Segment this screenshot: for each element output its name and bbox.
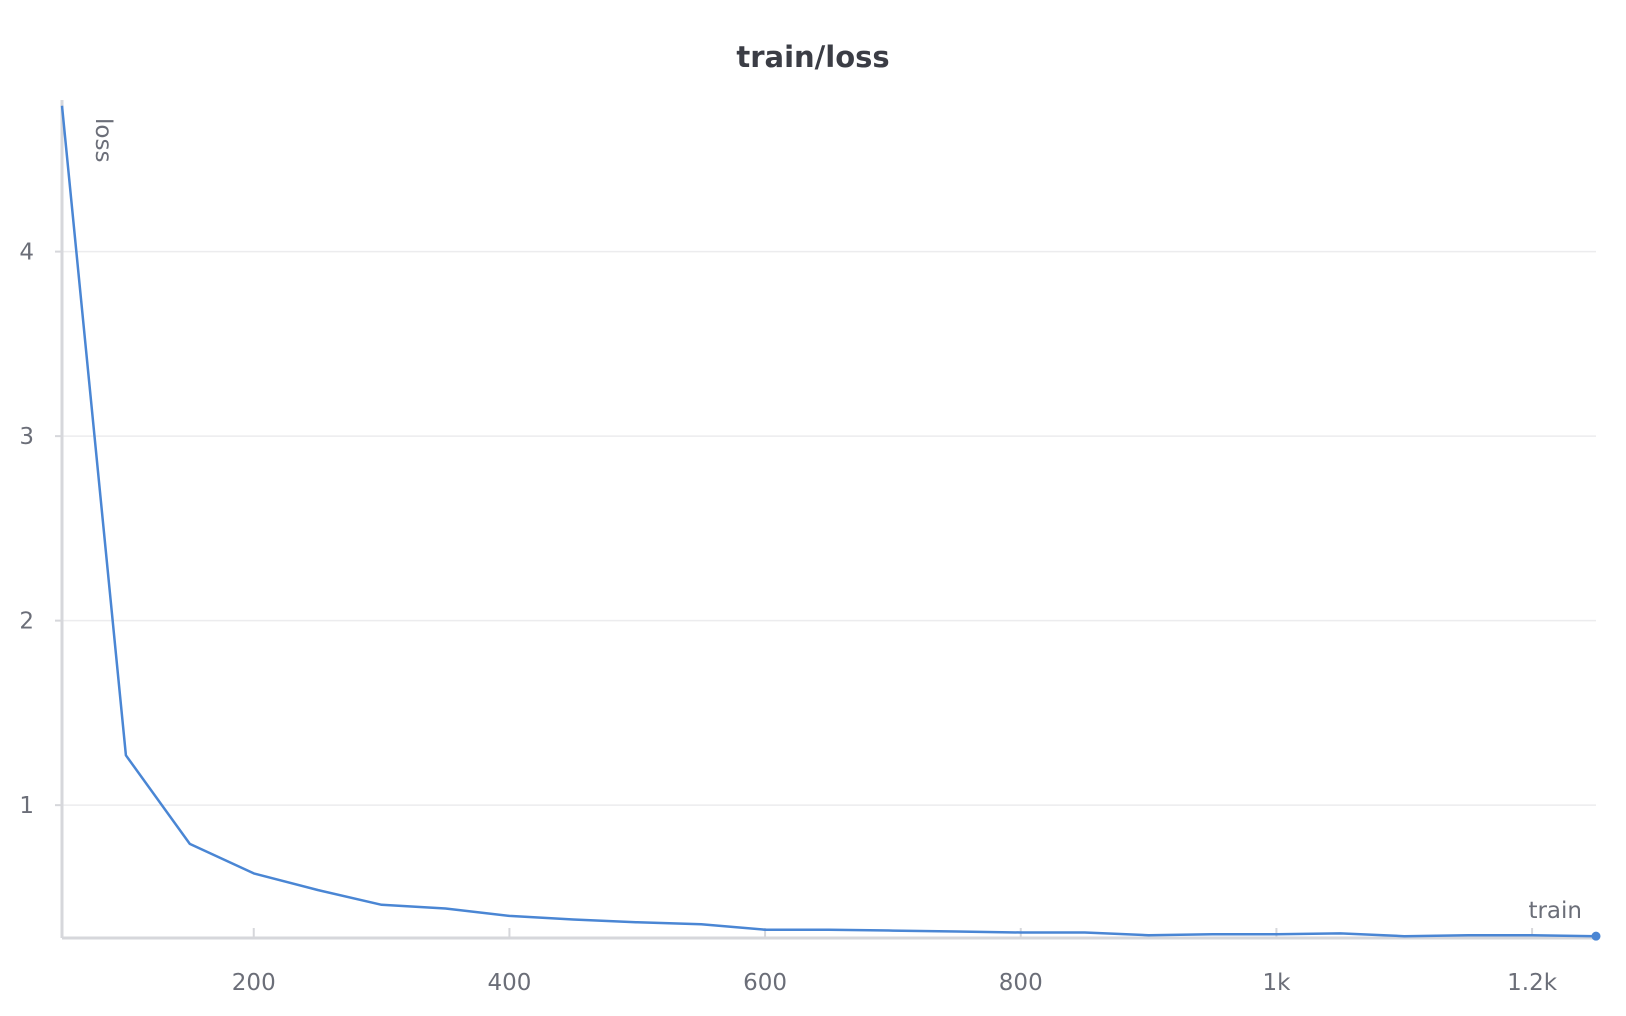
x-tick-label: 200 [232, 970, 276, 996]
series: train [60, 105, 1601, 941]
axes [60, 100, 1596, 940]
chart-title: train/loss [736, 40, 890, 74]
y-tick-label: 1 [19, 793, 34, 819]
x-tick-label: 1k [1262, 970, 1291, 996]
x-ticks: 200 400 600 800 1k 1.2k [232, 928, 1558, 996]
series-end-point [1591, 931, 1601, 941]
y-ticks: 1 2 3 4 [19, 240, 62, 819]
x-tick-label: 1.2k [1507, 970, 1558, 996]
x-tick-label: 400 [487, 970, 531, 996]
grid-lines [62, 250, 1596, 806]
y-axis-label: loss [90, 118, 116, 162]
y-tick-label: 3 [19, 424, 34, 450]
series-label: train [1528, 898, 1582, 924]
y-tick-label: 2 [19, 609, 34, 635]
series-line [60, 105, 1597, 938]
x-tick-label: 600 [743, 970, 787, 996]
y-tick-label: 4 [19, 240, 34, 266]
x-tick-label: 800 [999, 970, 1043, 996]
